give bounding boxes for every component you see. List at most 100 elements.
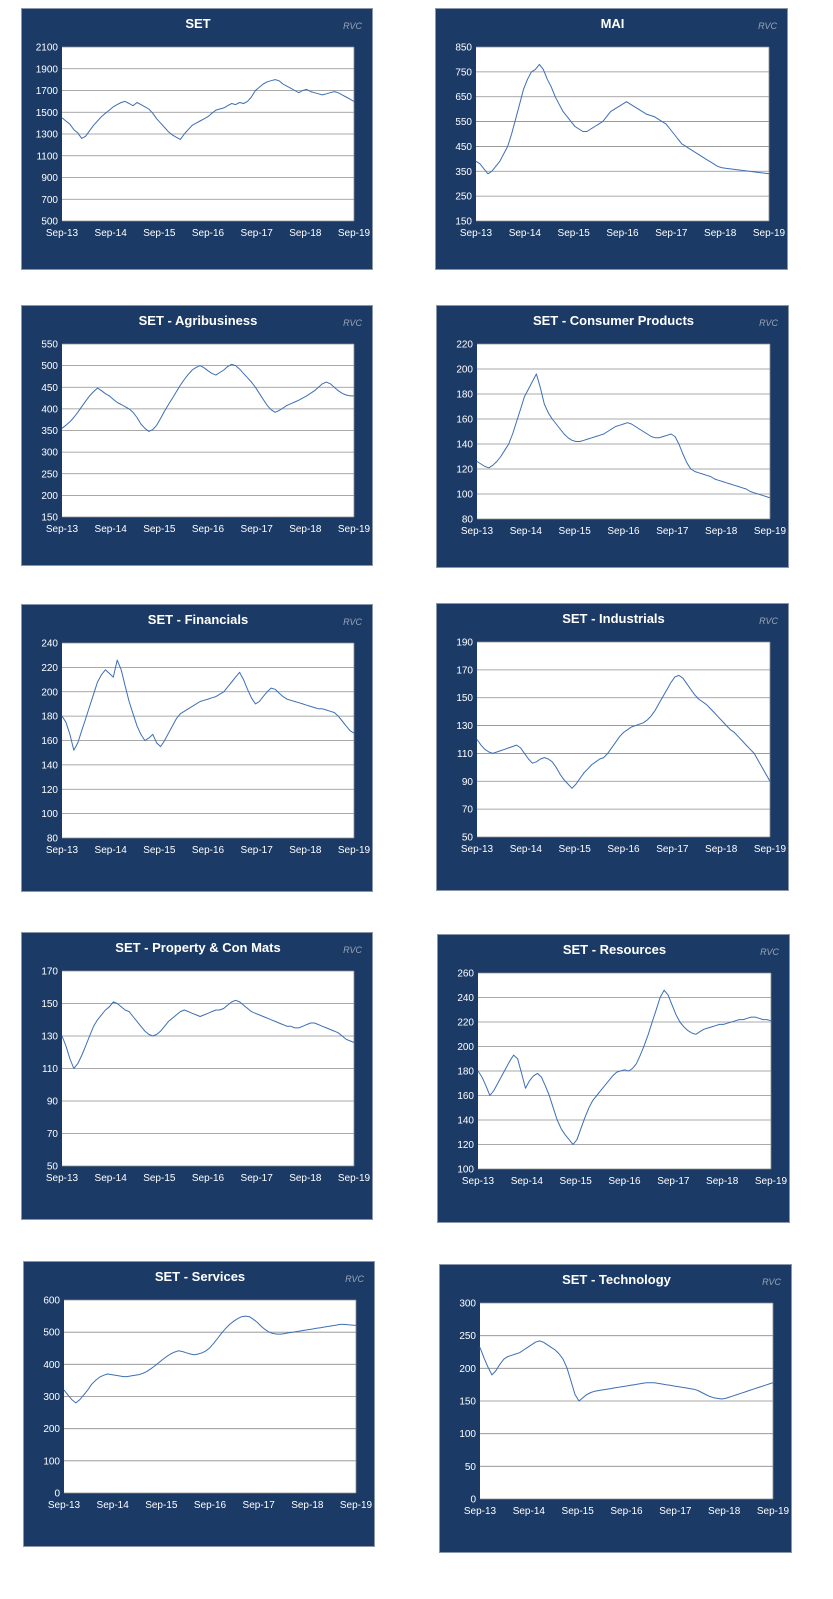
chart-title: SET <box>185 16 210 31</box>
chart-svg: SET - Financials RVC 80 100 120 140 160 180 200 2… <box>41 612 370 856</box>
y-tick-label: 400 <box>41 404 58 415</box>
x-tick-label: Sep-18 <box>705 526 738 537</box>
y-tick-label: 240 <box>41 639 58 650</box>
x-tick-label: Sep-14 <box>95 845 128 856</box>
x-tick-label: Sep-18 <box>289 1173 322 1184</box>
y-tick-label: 650 <box>455 92 472 103</box>
y-tick-label: 200 <box>43 1424 60 1435</box>
x-tick-label: Sep-18 <box>704 228 737 239</box>
watermark-label: RVC <box>759 616 778 626</box>
y-tick-label: 110 <box>457 749 473 760</box>
chart-panel-services: SET - Services RVC 0 100 200 300 400 500 600 Sep-… <box>23 1261 375 1547</box>
y-tick-label: 100 <box>457 1165 474 1176</box>
y-tick-label: 1700 <box>36 86 59 97</box>
y-tick-label: 180 <box>456 390 473 401</box>
watermark-label: RVC <box>343 318 362 328</box>
y-tick-label: 220 <box>457 1018 474 1029</box>
y-tick-label: 300 <box>41 448 58 459</box>
x-tick-label: Sep-16 <box>610 1506 643 1517</box>
x-tick-label: Sep-17 <box>241 845 274 856</box>
series-line-set-services <box>63 1315 357 1404</box>
x-tick-label: Sep-13 <box>46 524 79 535</box>
x-tick-label: Sep-16 <box>192 228 225 239</box>
x-tick-label: Sep-14 <box>97 1500 130 1511</box>
x-tick-label: Sep-16 <box>192 524 225 535</box>
y-tick-label: 0 <box>54 1489 60 1500</box>
series-line-set-property-con-mats <box>61 999 355 1069</box>
chart-title: SET - Resources <box>563 942 666 957</box>
chart-svg: SET - Agribusiness RVC 150 200 250 300 350 400 4… <box>41 313 370 535</box>
watermark-label: RVC <box>762 1277 781 1287</box>
x-tick-label: Sep-14 <box>95 524 128 535</box>
y-tick-label: 200 <box>459 1364 476 1375</box>
x-tick-label: Sep-15 <box>560 1176 593 1187</box>
chart-svg: SET - Resources RVC 100 120 140 160 180 200 220 2… <box>457 942 788 1187</box>
y-tick-label: 90 <box>462 777 474 788</box>
x-tick-label: Sep-19 <box>338 1173 371 1184</box>
chart-svg: SET - Property & Con Mats RVC 50 70 90 110 130… <box>41 940 371 1184</box>
x-tick-label: Sep-13 <box>460 228 493 239</box>
y-tick-label: 450 <box>41 383 58 394</box>
chart-title: SET - Property & Con Mats <box>115 940 280 955</box>
y-tick-label: 200 <box>457 1042 474 1053</box>
chart-title: SET - Technology <box>562 1272 672 1287</box>
x-tick-label: Sep-16 <box>192 845 225 856</box>
y-tick-label: 750 <box>455 67 472 78</box>
y-tick-label: 1500 <box>36 108 59 119</box>
x-tick-label: Sep-15 <box>558 228 591 239</box>
x-tick-label: Sep-16 <box>194 1500 227 1511</box>
x-tick-label: Sep-15 <box>143 1173 176 1184</box>
x-tick-label: Sep-19 <box>754 526 787 537</box>
x-tick-label: Sep-18 <box>291 1500 324 1511</box>
y-tick-label: 300 <box>43 1392 60 1403</box>
watermark-label: RVC <box>343 945 362 955</box>
x-tick-label: Sep-16 <box>608 1176 641 1187</box>
watermark-label: RVC <box>760 947 779 957</box>
x-tick-label: Sep-15 <box>559 844 592 855</box>
y-tick-label: 2100 <box>36 43 59 54</box>
y-tick-label: 500 <box>41 217 58 228</box>
x-tick-label: Sep-19 <box>755 1176 788 1187</box>
chart-title: SET - Industrials <box>562 611 665 626</box>
y-tick-label: 550 <box>455 117 472 128</box>
chart-svg: MAI RVC 150 250 350 450 550 650 750 850 Sep-13 Sep-… <box>455 16 785 239</box>
y-tick-label: 150 <box>41 999 58 1010</box>
series-line-mai <box>475 63 770 175</box>
x-tick-label: Sep-17 <box>241 524 274 535</box>
y-tick-label: 80 <box>47 834 59 845</box>
y-tick-label: 250 <box>459 1331 476 1342</box>
chart-panel-mai: MAI RVC 150 250 350 450 550 650 750 850 Sep-13 Sep-… <box>435 8 788 270</box>
x-tick-label: Sep-15 <box>562 1506 595 1517</box>
plot-area <box>477 344 770 519</box>
x-tick-label: Sep-17 <box>659 1506 692 1517</box>
y-tick-label: 120 <box>456 465 473 476</box>
x-tick-label: Sep-13 <box>461 526 494 537</box>
y-tick-label: 350 <box>455 167 472 178</box>
y-tick-label: 600 <box>43 1296 60 1307</box>
y-tick-label: 1300 <box>36 130 59 141</box>
x-tick-label: Sep-19 <box>340 1500 373 1511</box>
chart-title: MAI <box>601 16 625 31</box>
x-tick-label: Sep-16 <box>606 228 639 239</box>
y-tick-label: 150 <box>455 217 472 228</box>
x-tick-label: Sep-14 <box>95 1173 128 1184</box>
y-tick-label: 80 <box>462 515 474 526</box>
chart-panel-property-con-mats: SET - Property & Con Mats RVC 50 70 90 110 130… <box>21 932 373 1220</box>
watermark-label: RVC <box>345 1274 364 1284</box>
x-tick-label: Sep-13 <box>461 844 494 855</box>
y-tick-label: 250 <box>41 469 58 480</box>
y-tick-label: 70 <box>47 1129 59 1140</box>
chart-panel-consumer-products: SET - Consumer Products RVC 80 100 120 140 160… <box>436 305 789 568</box>
y-tick-label: 100 <box>43 1456 60 1467</box>
watermark-label: RVC <box>343 617 362 627</box>
x-tick-label: Sep-18 <box>708 1506 741 1517</box>
x-tick-label: Sep-13 <box>46 1173 79 1184</box>
y-tick-label: 550 <box>41 340 58 351</box>
y-tick-label: 500 <box>43 1328 60 1339</box>
chart-panel-agribusiness: SET - Agribusiness RVC 150 200 250 300 350 400 4… <box>21 305 373 566</box>
y-tick-label: 220 <box>41 663 58 674</box>
x-tick-label: Sep-19 <box>338 228 371 239</box>
chart-title: SET - Consumer Products <box>533 313 694 328</box>
y-tick-label: 400 <box>43 1360 60 1371</box>
y-tick-label: 140 <box>41 760 58 771</box>
